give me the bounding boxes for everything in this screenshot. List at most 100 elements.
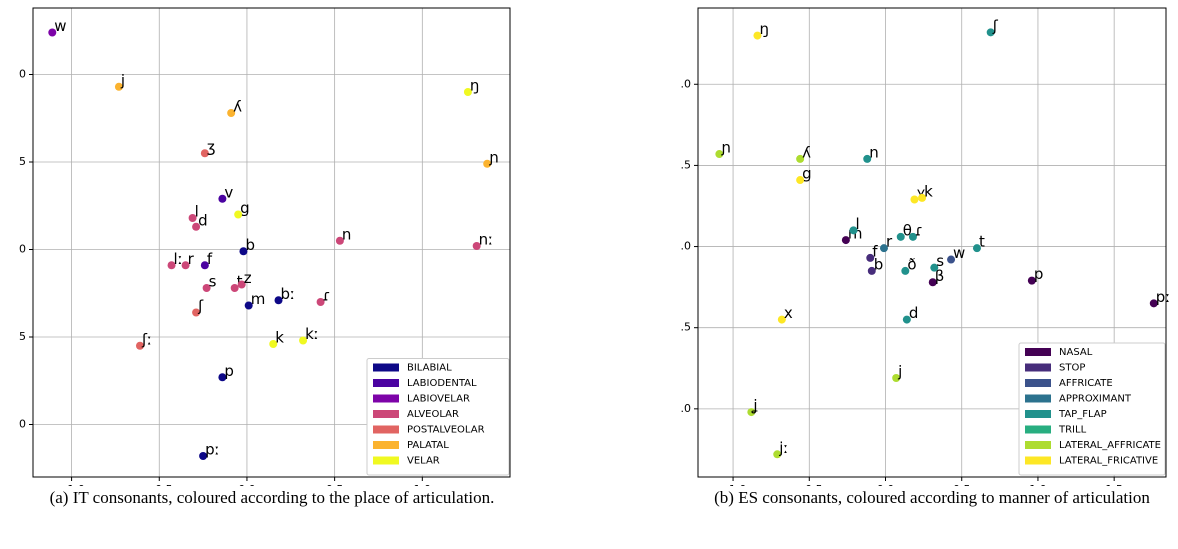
point [483, 159, 492, 168]
point-label: n [342, 225, 352, 243]
point [269, 340, 278, 348]
y-tick-label: .0 [681, 77, 692, 90]
point [747, 408, 756, 417]
point [230, 284, 239, 292]
point-label: g [802, 165, 812, 183]
legend-label: LATERAL_AFFRICATE [1059, 440, 1161, 451]
legend-box [366, 358, 510, 476]
point-label: ʃ [992, 17, 999, 35]
y-tick-label: .5 [681, 158, 692, 171]
point-label: ʃ [197, 297, 204, 315]
legend-swatch [373, 379, 399, 387]
y-tick-label: 0 [19, 243, 26, 256]
point-label: j [120, 71, 125, 89]
point-label: t [979, 233, 985, 251]
point [316, 298, 325, 306]
legend-swatch [373, 410, 399, 418]
point [114, 82, 123, 91]
point [849, 226, 858, 235]
legend-label: VELAR [407, 456, 440, 467]
point [866, 253, 875, 262]
point [796, 176, 805, 185]
x-tick-label: 1.5 [1105, 483, 1123, 486]
y-tick-label: .5 [681, 321, 692, 334]
point-label: nː [479, 231, 494, 249]
point-label: pː [1156, 288, 1171, 306]
caption: (b) ES consonants, coloured according to… [714, 488, 1150, 507]
point [239, 247, 248, 256]
point-label: r [886, 233, 893, 251]
point [463, 88, 472, 96]
legend-label: TAP_FLAP [1058, 409, 1107, 420]
point [918, 193, 927, 202]
point-label: f [872, 242, 878, 260]
point-label: ŋ [759, 20, 769, 38]
point [188, 214, 197, 222]
point-label: l [195, 203, 199, 221]
point [48, 28, 57, 37]
legend-swatch [1025, 410, 1051, 418]
point-label: j [897, 363, 902, 381]
legend-swatch [1025, 456, 1051, 465]
point [192, 308, 201, 317]
point [1149, 299, 1158, 308]
point-label: ð [907, 255, 916, 273]
x-tick-label: −1.0 [720, 483, 747, 486]
point [218, 373, 227, 382]
x-tick-label: −0.5 [796, 483, 823, 486]
point-label: z [244, 269, 252, 287]
legend-label: NASAL [1059, 347, 1093, 358]
x-tick-label: 1.0 [414, 483, 432, 486]
point-label: r [188, 250, 195, 268]
x-tick-label: 0.5 [326, 483, 344, 486]
point [200, 261, 209, 270]
legend-swatch [373, 456, 399, 465]
point-label: ɲ [488, 148, 499, 166]
point [841, 236, 850, 245]
point-label: b [245, 236, 255, 254]
legend-label: ALVEOLAR [407, 409, 459, 420]
point-label: ʎ [802, 143, 811, 161]
point [1027, 276, 1036, 285]
point [796, 154, 805, 163]
point-label: b [874, 255, 884, 273]
legend-label: PALATAL [407, 440, 449, 451]
legend-label: LATERAL_FRICATIVE [1059, 456, 1158, 467]
point-label: f [207, 250, 213, 268]
point [928, 278, 937, 287]
point-label: ɾ [915, 221, 923, 239]
legend-swatch [373, 425, 399, 434]
point [472, 242, 481, 250]
point-label: n [869, 143, 879, 161]
point-label: θ [903, 221, 912, 239]
legend-box [1018, 342, 1166, 476]
point [972, 244, 981, 253]
point [227, 109, 236, 117]
point [773, 450, 782, 459]
legend-label: AFFRICATE [1059, 378, 1113, 389]
legend-swatch [1025, 348, 1051, 356]
legend-label: APPROXIMANT [1059, 394, 1132, 405]
point-label: p [1034, 265, 1044, 283]
point [879, 244, 888, 253]
point [192, 222, 201, 231]
legend-label: LABIODENTAL [407, 378, 477, 389]
legend-swatch [1025, 363, 1051, 372]
point-label: d [198, 211, 208, 229]
point-label: k [275, 329, 284, 347]
point-label: pː [205, 441, 220, 459]
point [237, 280, 246, 289]
point [910, 195, 919, 204]
point [901, 266, 910, 275]
point-label: lː [174, 250, 183, 268]
point [777, 315, 786, 324]
point [167, 261, 176, 270]
legend-swatch [373, 363, 399, 372]
point-label: w [953, 244, 965, 262]
point [202, 284, 211, 292]
point-label: x [784, 304, 793, 322]
point-label: d [909, 304, 919, 322]
point-label: β [935, 267, 945, 285]
point [200, 149, 209, 158]
